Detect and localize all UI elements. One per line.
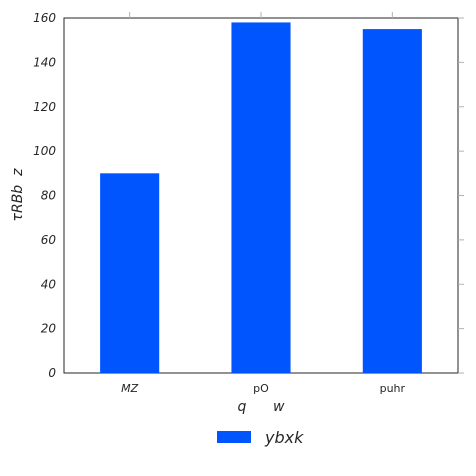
x-tick-label-po: pO (253, 382, 269, 395)
y-tick-label: 100 (33, 144, 56, 158)
y-tick-label: 120 (33, 100, 56, 114)
x-tick-label-mz: MZ (121, 382, 138, 395)
bar-po (231, 22, 290, 373)
y-tick-label: 80 (41, 189, 57, 203)
x-tick-label-puhr: puhr (380, 382, 406, 395)
y-tick-label: 20 (41, 322, 57, 336)
x-axis-label: q w (237, 399, 285, 415)
legend: ybxk (217, 428, 304, 447)
legend-label-ybxk: ybxk (264, 428, 304, 447)
y-tick-label: 0 (48, 366, 56, 380)
bar-puhr (363, 29, 422, 373)
legend-swatch-ybxk (217, 431, 251, 443)
y-axis-label: τRBb z (10, 168, 26, 222)
y-tick-label: 160 (33, 11, 56, 25)
y-tick-label: 60 (41, 233, 57, 247)
y-tick-label: 40 (41, 277, 57, 291)
y-tick-label: 140 (33, 55, 56, 69)
bar-mz (100, 173, 159, 373)
